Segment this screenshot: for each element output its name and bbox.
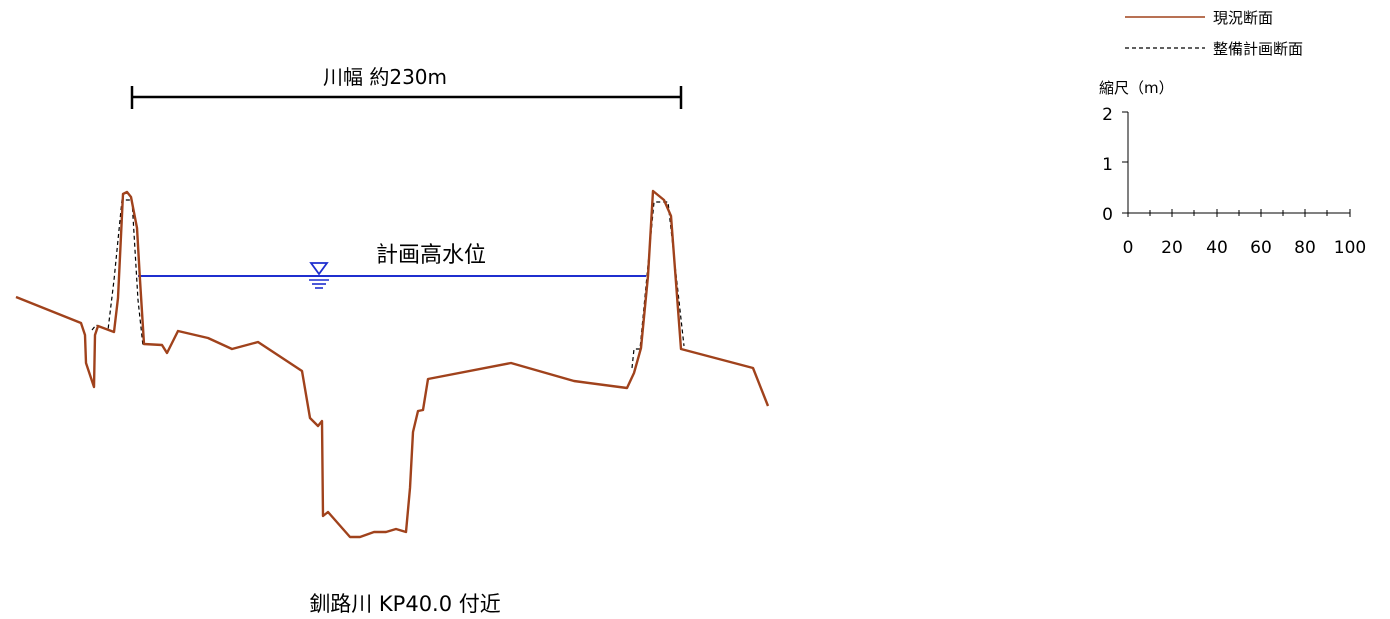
river-width-label: 川幅 約230m bbox=[323, 65, 447, 89]
scale-h-tick-label: 60 bbox=[1250, 238, 1272, 258]
scale-v-tick-label: 2 bbox=[1102, 105, 1113, 125]
scale-v-tick-label: 1 bbox=[1102, 155, 1113, 175]
scale-h-tick-label: 100 bbox=[1334, 238, 1366, 258]
scale-title: 縮尺（m） bbox=[1099, 79, 1174, 97]
scale-h-tick-label: 40 bbox=[1206, 238, 1228, 258]
legend-planned-label: 整備計画断面 bbox=[1213, 40, 1303, 58]
planned-high-water-level: 計画高水位 bbox=[138, 243, 646, 289]
high-water-level-label: 計画高水位 bbox=[376, 243, 486, 268]
section-caption: 釧路川 KP40.0 付近 bbox=[309, 592, 501, 616]
river-width-dimension: 川幅 約230m bbox=[130, 65, 683, 109]
legend-current-label: 現況断面 bbox=[1213, 9, 1273, 27]
scale-v-tick-label: 0 bbox=[1102, 205, 1113, 225]
scale-bar: 縮尺（m） 2 1 0 0 20 40 60 80 100 bbox=[1099, 79, 1366, 258]
scale-h-tick-label: 20 bbox=[1161, 238, 1183, 258]
current-section-line bbox=[15, 189, 770, 539]
water-level-triangle-icon bbox=[309, 262, 329, 289]
scale-h-tick-label: 0 bbox=[1123, 238, 1134, 258]
scale-h-tick-label: 80 bbox=[1294, 238, 1316, 258]
legend: 現況断面 整備計画断面 bbox=[1125, 9, 1303, 58]
